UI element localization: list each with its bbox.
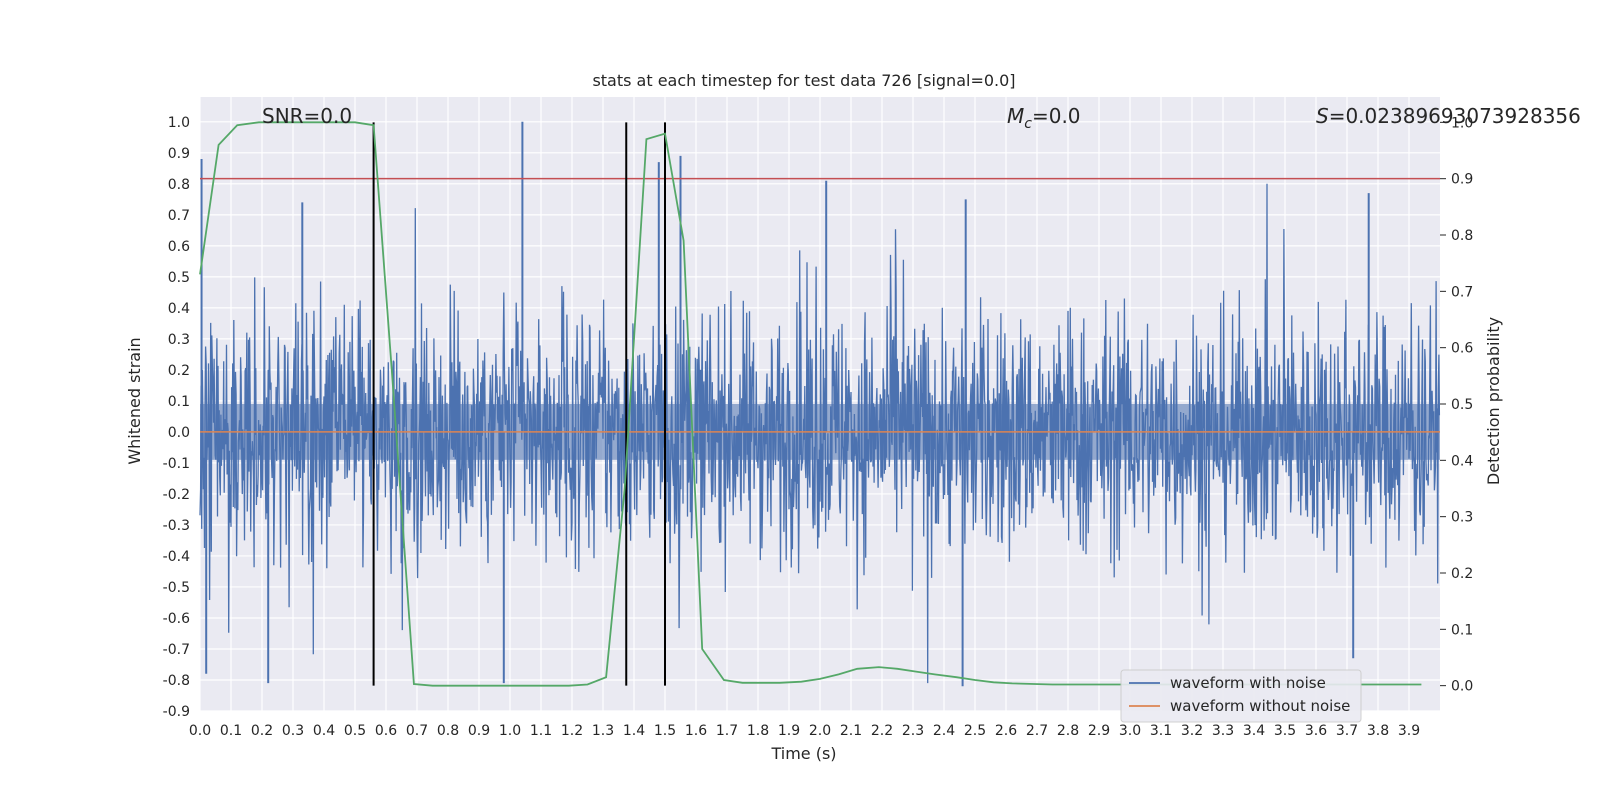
x-tick-label: 0.7 — [406, 723, 428, 739]
x-tick-label: 3.4 — [1243, 723, 1265, 739]
x-tick-label: 3.6 — [1305, 723, 1327, 739]
y-axis-ticks: -0.9 -0.8 -0.7 -0.6 -0.5 -0.4 -0.3 -0.2 -0.1 0.0 0… — [163, 115, 190, 720]
x-tick-label: 2.8 — [1057, 723, 1079, 739]
y2-tick-label: 0.2 — [1451, 566, 1473, 582]
y2-tick-label: 0.0 — [1451, 679, 1473, 695]
x-tick-label: 3.1 — [1150, 723, 1172, 739]
y-tick-label: -0.3 — [163, 518, 190, 534]
y2-tick-label: 0.6 — [1451, 341, 1473, 357]
y-tick-label: -0.1 — [163, 456, 190, 472]
y-tick-label: -0.2 — [163, 487, 190, 503]
y-tick-label: 0.7 — [168, 208, 190, 224]
x-axis-ticks: 0.0 0.1 0.2 0.3 0.4 0.5 0.6 0.7 0.8 0.9 1.0 1.1 1.2 1… — [189, 723, 1420, 739]
y-tick-label: 0.1 — [168, 394, 190, 410]
y-tick-label: -0.5 — [163, 580, 190, 596]
x-tick-label: 3.5 — [1274, 723, 1296, 739]
y-tick-label: 0.6 — [168, 239, 190, 255]
x-tick-label: 3.3 — [1212, 723, 1234, 739]
x-tick-label: 2.9 — [1088, 723, 1110, 739]
y-tick-label: 0.3 — [168, 332, 190, 348]
snr-annotation: SNR=0.0 — [262, 104, 352, 128]
y2-tick-label: 1.0 — [1451, 115, 1473, 131]
y-tick-label: 0.8 — [168, 177, 190, 193]
y-tick-label: 0.9 — [168, 146, 190, 162]
x-tick-label: 2.1 — [840, 723, 862, 739]
x-tick-label: 0.2 — [251, 723, 273, 739]
x-tick-label: 1.3 — [592, 723, 614, 739]
y-tick-label: -0.9 — [163, 704, 190, 720]
legend-box — [1120, 669, 1362, 723]
x-tick-label: 0.0 — [189, 723, 211, 739]
legend-label-with-noise: waveform with noise — [1170, 674, 1326, 692]
x-tick-label: 2.7 — [1026, 723, 1048, 739]
y-tick-label: -0.7 — [163, 642, 190, 658]
y2-tick-label: 0.5 — [1451, 397, 1473, 413]
x-tick-label: 1.8 — [747, 723, 769, 739]
x-tick-label: 3.7 — [1336, 723, 1358, 739]
y-tick-label: 0.5 — [168, 270, 190, 286]
y-tick-label: 0.4 — [168, 301, 190, 317]
noise-trace — [199, 183, 1441, 684]
x-tick-label: 0.6 — [375, 723, 397, 739]
y2-tick-label: 0.7 — [1451, 284, 1473, 300]
y2-tick-label: 0.8 — [1451, 228, 1473, 244]
x-tick-label: 2.6 — [995, 723, 1017, 739]
x-tick-label: 0.8 — [437, 723, 459, 739]
x-tick-label: 3.9 — [1398, 723, 1420, 739]
x-tick-label: 0.1 — [220, 723, 242, 739]
x-tick-label: 1.1 — [530, 723, 552, 739]
y2-axis-ticks: 0.0 0.1 0.2 0.3 0.4 0.5 0.6 0.7 0.8 0.9 1.0 — [1440, 115, 1473, 695]
s-annotation: S=0.02389693073928356 — [1316, 104, 1581, 128]
x-tick-label: 2.2 — [871, 723, 893, 739]
y-tick-label: -0.4 — [163, 549, 190, 565]
legend-label-without-noise: waveform without noise — [1170, 697, 1350, 715]
y-tick-label: -0.8 — [163, 673, 190, 689]
x-tick-label: 1.5 — [654, 723, 676, 739]
x-tick-label: 2.0 — [809, 723, 831, 739]
x-tick-label: 1.4 — [623, 723, 645, 739]
mc-annotation: Mc=0.0 — [1007, 104, 1081, 132]
y2-tick-label: 0.3 — [1451, 510, 1473, 526]
x-tick-label: 0.9 — [468, 723, 490, 739]
x-tick-label: 2.5 — [964, 723, 986, 739]
y-tick-label: -0.6 — [163, 611, 190, 627]
x-tick-label: 3.2 — [1181, 723, 1203, 739]
legend: waveform with noise waveform without noi… — [1120, 669, 1362, 723]
y-tick-label: 1.0 — [168, 115, 190, 131]
x-tick-label: 0.5 — [344, 723, 366, 739]
x-tick-label: 1.7 — [716, 723, 738, 739]
x-tick-label: 0.3 — [282, 723, 304, 739]
x-tick-label: 3.8 — [1367, 723, 1389, 739]
y-tick-label: 0.0 — [168, 425, 190, 441]
x-tick-label: 1.6 — [685, 723, 707, 739]
y2-axis-label: Detection probability — [1484, 317, 1503, 485]
chart-title: stats at each timestep for test data 726… — [592, 71, 1015, 90]
x-tick-label: 2.4 — [933, 723, 955, 739]
x-tick-label: 3.0 — [1119, 723, 1141, 739]
y-tick-label: 0.2 — [168, 363, 190, 379]
x-axis-label: Time (s) — [770, 744, 836, 763]
y2-tick-label: 0.9 — [1451, 172, 1473, 188]
vertical-markers — [372, 122, 666, 686]
x-tick-label: 1.2 — [561, 723, 583, 739]
y-axis-label: Whitened strain — [125, 337, 144, 464]
x-tick-label: 0.4 — [313, 723, 335, 739]
y2-tick-label: 0.1 — [1451, 622, 1473, 638]
y2-tick-label: 0.4 — [1451, 453, 1473, 469]
x-tick-label: 1.9 — [778, 723, 800, 739]
x-tick-label: 2.3 — [902, 723, 924, 739]
x-tick-label: 1.0 — [499, 723, 521, 739]
